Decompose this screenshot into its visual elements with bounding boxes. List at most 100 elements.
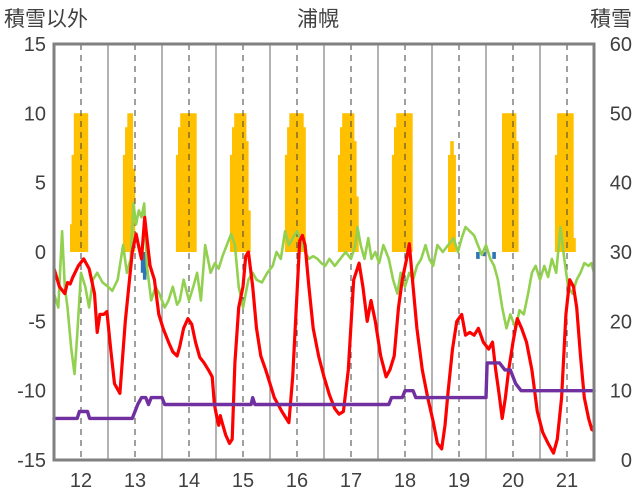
sunshine-bar-45 [348,113,353,252]
sunshine-bar-71 [561,113,565,252]
sunshine-bar-69 [557,113,561,252]
x-tick-14: 14 [178,470,200,492]
sunshine-bar-21 [193,113,197,252]
sunshine-bar-11 [129,113,133,252]
sunshine-bar-59 [450,141,454,252]
left-y-tick-5: -10 [17,381,46,403]
sunshine-bar-70 [559,113,563,252]
sunshine-bar-30 [247,210,251,252]
sunshine-bar-5 [80,113,84,252]
sunshine-bar-48 [355,196,359,252]
chart-title: 浦幌 [297,8,339,31]
sunshine-bar-52 [398,113,402,252]
sunshine-bars [70,113,576,252]
sunshine-bar-34 [291,113,295,252]
sunshine-bar-27 [240,113,245,252]
x-tick-19: 19 [448,470,470,492]
precip-bar-4 [482,252,487,257]
sunshine-bar-74 [567,113,572,252]
sunshine-bar-4 [78,113,82,252]
right-y-tick-6: 0 [621,450,632,472]
sunshine-bar-62 [504,113,508,252]
right-y-tick-4: 20 [610,311,632,333]
sunshine-bar-31 [284,154,289,252]
sunshine-bar-23 [232,127,236,252]
sunshine-bar-56 [407,113,411,252]
sunshine-bar-60 [452,154,456,252]
sunshine-bar-46 [350,113,355,252]
sunshine-bar-28 [242,113,247,252]
sunshine-bar-35 [293,113,298,252]
x-tick-17: 17 [340,470,362,492]
sunshine-bar-16 [182,113,186,252]
sunshine-bar-13 [175,154,180,252]
sunshine-bar-2 [73,113,78,252]
right-axis-label: 積雪 [590,8,632,31]
sunshine-bar-15 [180,113,184,252]
sunshine-bar-66 [512,113,517,252]
sunshine-bar-26 [238,113,243,252]
right-y-tick-5: 10 [610,381,632,403]
snow-depth-line [52,361,596,421]
sunshine-bar-18 [186,113,191,252]
sunshine-bar-33 [289,113,293,252]
right-y-tick-3: 30 [610,242,632,264]
precip-bar-0 [140,252,145,273]
precipitation-bars [140,252,496,280]
sunshine-bar-17 [184,113,189,252]
plot-frame [52,42,596,462]
sunshine-bar-6 [82,113,86,252]
x-tick-15: 15 [232,470,254,492]
precip-bar-5 [492,252,496,259]
sunshine-bar-39 [302,127,306,252]
sunshine-bar-54 [402,113,407,252]
precip-bar-1 [142,252,147,280]
sunshine-bar-43 [344,113,348,252]
sunshine-bar-57 [409,113,413,252]
sunshine-bar-65 [510,113,515,252]
sunshine-bar-42 [342,113,346,252]
temperature-line [52,215,596,455]
precip-bar-3 [476,252,480,259]
sunshine-bar-58 [448,154,452,252]
right-y-tick-labels: 60 50 40 30 20 10 0 [610,34,632,472]
sunshine-bar-20 [191,113,195,252]
right-y-tick-1: 50 [610,103,632,125]
sunshine-bar-50 [394,127,398,252]
sunshine-bar-47 [353,141,357,252]
sunshine-bar-40 [337,154,342,252]
sunshine-bar-24 [234,113,238,252]
sunshine-bar-76 [572,238,576,252]
wind-line [52,202,596,376]
sunshine-bar-44 [346,113,351,252]
sunshine-bar-9 [125,127,129,252]
sunshine-bar-1 [71,154,76,252]
left-y-tick-3: 0 [35,242,46,264]
sunshine-bar-38 [300,113,304,252]
sunshine-bar-75 [570,113,574,252]
sunshine-bar-72 [563,113,568,252]
x-tick-12: 12 [70,470,92,492]
sunshine-bar-32 [287,127,291,252]
left-y-tick-labels: 15 10 5 0 -5 -10 -15 [17,34,46,472]
sunshine-bar-51 [396,113,400,252]
sunshine-bar-49 [391,154,396,252]
sunshine-bar-55 [404,113,409,252]
sunshine-bar-10 [127,113,131,252]
left-y-tick-0: 15 [24,34,46,56]
sunshine-bar-29 [245,141,249,252]
x-tick-20: 20 [502,470,524,492]
sunshine-bar-53 [400,113,405,252]
sunshine-bar-61 [502,113,506,252]
sunshine-bar-22 [229,154,234,252]
sunshine-bar-67 [515,141,519,252]
x-tick-21: 21 [556,470,578,492]
sunshine-bar-68 [554,154,559,252]
sunshine-bar-36 [295,113,300,252]
series-lines [52,202,596,455]
right-y-tick-0: 60 [610,34,632,56]
sunshine-bar-3 [76,113,80,252]
sunshine-bar-8 [122,154,127,252]
sunshine-bar-41 [340,127,344,252]
